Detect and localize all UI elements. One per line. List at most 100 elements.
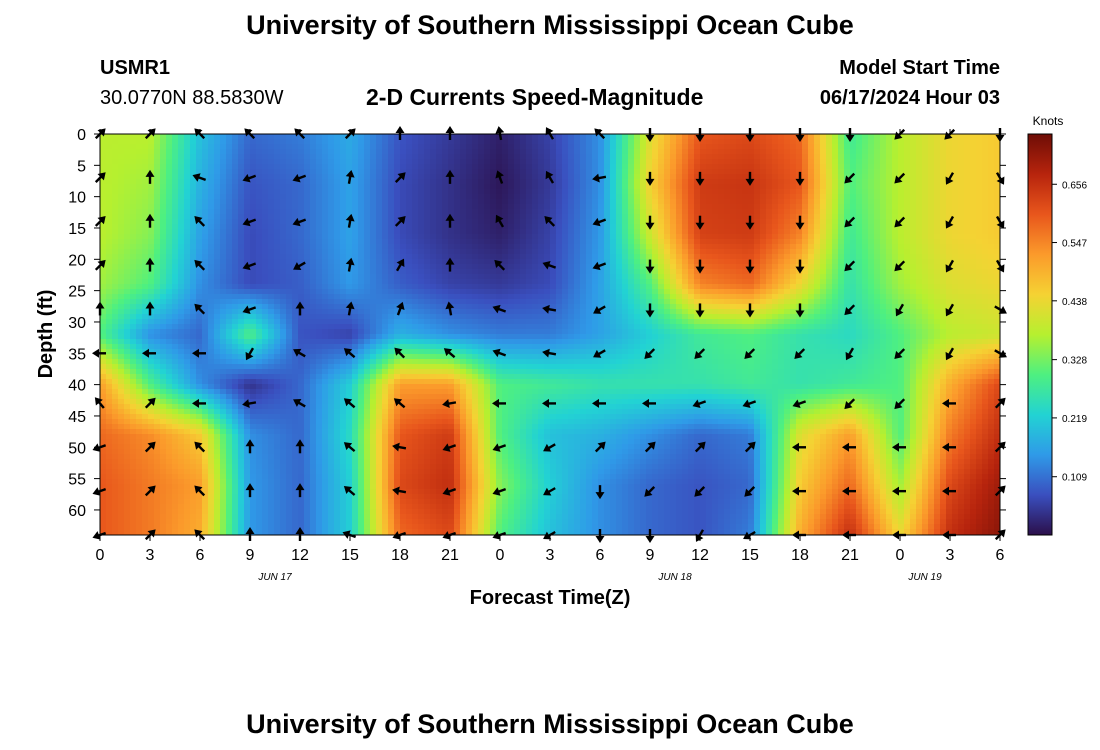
- heatmap-cell: [982, 229, 989, 235]
- heatmap-cell: [808, 179, 815, 185]
- heatmap-cell: [178, 259, 185, 265]
- heatmap-cell: [280, 294, 287, 300]
- heatmap-cell: [502, 144, 509, 150]
- heatmap-cell: [802, 254, 809, 260]
- heatmap-cell: [646, 284, 653, 290]
- heatmap-cell: [190, 134, 197, 140]
- heatmap-cell: [370, 289, 377, 295]
- heatmap-cell: [418, 279, 425, 285]
- heatmap-cell: [184, 214, 191, 220]
- heatmap-cell: [232, 259, 239, 265]
- heatmap-cell: [778, 259, 785, 265]
- heatmap-cell: [262, 274, 269, 280]
- heatmap-cell: [664, 259, 671, 265]
- heatmap-cell: [748, 204, 755, 210]
- heatmap-cell: [748, 199, 755, 205]
- heatmap-cell: [904, 209, 911, 215]
- heatmap-cell: [358, 249, 365, 255]
- heatmap-cell: [202, 259, 209, 265]
- heatmap-cell: [436, 189, 443, 195]
- heatmap-cell: [940, 139, 947, 145]
- heatmap-cell: [694, 189, 701, 195]
- heatmap-cell: [448, 274, 455, 280]
- heatmap-cell: [400, 194, 407, 200]
- heatmap-cell: [748, 284, 755, 290]
- heatmap-cell: [274, 299, 281, 305]
- heatmap-cell: [448, 229, 455, 235]
- heatmap-cell: [406, 224, 413, 230]
- heatmap-cell: [328, 279, 335, 285]
- heatmap-cell: [208, 159, 215, 165]
- heatmap-cell: [898, 184, 905, 190]
- heatmap-cell: [766, 239, 773, 245]
- heatmap-cell: [496, 234, 503, 240]
- heatmap-cell: [454, 264, 461, 270]
- heatmap-cell: [796, 284, 803, 290]
- heatmap-cell: [550, 159, 557, 165]
- heatmap-cell: [646, 289, 653, 295]
- heatmap-cell: [598, 164, 605, 170]
- heatmap-cell: [538, 254, 545, 260]
- heatmap-cell: [892, 234, 899, 240]
- heatmap-cell: [856, 149, 863, 155]
- heatmap-cell: [574, 189, 581, 195]
- heatmap-cell: [868, 269, 875, 275]
- heatmap-cell: [964, 194, 971, 200]
- heatmap-cell: [130, 224, 137, 230]
- heatmap-cell: [184, 134, 191, 140]
- heatmap-cell: [670, 189, 677, 195]
- heatmap-cell: [994, 284, 1000, 290]
- heatmap-cell: [412, 174, 419, 180]
- heatmap-cell: [106, 179, 113, 185]
- heatmap-cell: [772, 144, 779, 150]
- heatmap-cell: [274, 194, 281, 200]
- heatmap-cell: [742, 189, 749, 195]
- heatmap-cell: [976, 284, 983, 290]
- heatmap-cell: [346, 229, 353, 235]
- heatmap-cell: [988, 154, 995, 160]
- heatmap-cell: [160, 269, 167, 275]
- heatmap-cell: [280, 259, 287, 265]
- heatmap-cell: [646, 199, 653, 205]
- heatmap-cell: [442, 264, 449, 270]
- heatmap-cell: [310, 254, 317, 260]
- heatmap-cell: [880, 144, 887, 150]
- heatmap-cell: [388, 164, 395, 170]
- heatmap-cell: [112, 264, 119, 270]
- heatmap-cell: [322, 224, 329, 230]
- heatmap-cell: [526, 159, 533, 165]
- heatmap-cell: [988, 274, 995, 280]
- heatmap-cell: [388, 159, 395, 165]
- heatmap-cell: [916, 234, 923, 240]
- heatmap-cell: [760, 139, 767, 145]
- heatmap-cell: [544, 149, 551, 155]
- heatmap-cell: [718, 194, 725, 200]
- heatmap-cell: [316, 259, 323, 265]
- heatmap-cell: [268, 159, 275, 165]
- heatmap-cell: [478, 194, 485, 200]
- heatmap-cell: [574, 254, 581, 260]
- heatmap-cell: [748, 254, 755, 260]
- heatmap-cell: [334, 244, 341, 250]
- heatmap-cell: [130, 189, 137, 195]
- heatmap-cell: [520, 264, 527, 270]
- heatmap-cell: [898, 154, 905, 160]
- heatmap-cell: [910, 214, 917, 220]
- heatmap-cell: [676, 154, 683, 160]
- heatmap-cell: [760, 159, 767, 165]
- heatmap-cell: [154, 189, 161, 195]
- heatmap-cell: [124, 164, 131, 170]
- heatmap-cell: [238, 294, 245, 300]
- heatmap-cell: [112, 149, 119, 155]
- heatmap-cell: [166, 229, 173, 235]
- heatmap-cell: [910, 219, 917, 225]
- heatmap-cell: [904, 294, 911, 300]
- heatmap-cell: [682, 229, 689, 235]
- heatmap-cell: [796, 194, 803, 200]
- heatmap-cell: [352, 194, 359, 200]
- heatmap-cell: [838, 254, 845, 260]
- heatmap-cell: [706, 259, 713, 265]
- heatmap-cell: [772, 259, 779, 265]
- heatmap-cell: [754, 194, 761, 200]
- heatmap-cell: [496, 199, 503, 205]
